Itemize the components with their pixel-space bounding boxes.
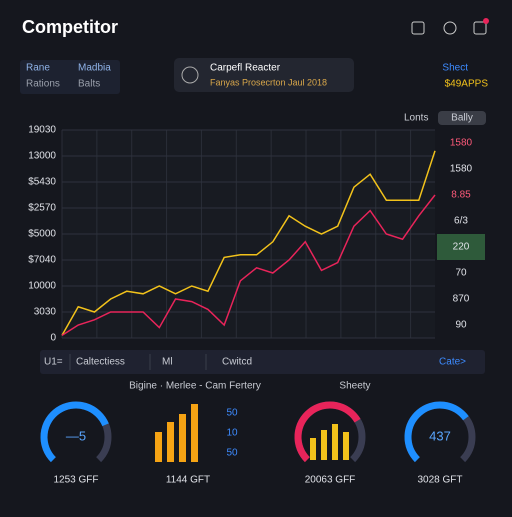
gauge-caption: 1253 GFF [53,475,98,486]
gauge-arc [404,401,469,463]
tabs [20,60,120,94]
side-label: 6/3 [454,216,468,227]
bar [332,424,338,460]
side-label: 1580 [450,164,473,175]
y-tick-label: $2570 [28,203,56,214]
tab[interactable]: Rations [26,79,60,90]
toggle-label: Lonts [404,113,428,124]
gauge-label: —5 [66,428,86,443]
y-tick-label: 19030 [28,125,56,136]
bar [155,432,162,462]
bar [343,432,349,460]
card-title: Carpefl Reacter [210,63,281,74]
tab[interactable]: Madbia [78,63,111,74]
y-tick-label: 3030 [34,307,57,318]
side-label: 8.85 [451,190,471,201]
toolbar-item[interactable]: U1= [44,357,63,368]
icon-bell[interactable] [473,21,487,35]
gauge-caption: 3028 GFT [417,475,462,486]
bar [310,438,316,460]
y-tick-label: $5430 [28,177,56,188]
toggle-option[interactable]: Bally [451,113,473,124]
gauge-arc [40,401,109,463]
badge [483,18,489,24]
bar [191,404,198,462]
tab[interactable]: Rane [26,63,50,74]
y-tick-label: 10000 [28,281,56,292]
gauge-arc [294,401,361,463]
bar [321,430,327,460]
bars-caption: 1144 GFT [166,475,210,486]
icon-user[interactable] [443,21,457,35]
bar [179,414,186,462]
level-label: 50 [226,448,238,459]
toolbar [40,350,485,374]
y-tick-label: $7040 [28,255,56,266]
side-label: 220 [453,242,470,253]
summary-label: Shect [442,63,468,74]
card[interactable] [174,58,354,92]
toolbar-item[interactable]: Ml [162,357,173,368]
side-label: 870 [453,294,470,305]
y-tick-label: 0 [50,333,56,344]
line-series [61,150,436,336]
toolbar-item[interactable]: Cwitcd [222,357,252,368]
toggle[interactable] [438,111,486,125]
level-label: 10 [226,428,238,439]
toolbar-item[interactable]: Cate> [439,357,466,368]
widgets-title: Bigine · Merlee - Cam Fertery [129,381,261,392]
side-label: 90 [455,320,467,331]
summary-value: $49APPS [445,79,489,90]
widgets-title-2: Sheety [339,381,370,392]
card-subtitle: Fanyas Prosecrton Jaul 2018 [210,77,327,87]
tab[interactable]: Balts [78,79,100,90]
side-label: 1580 [450,138,473,149]
gauge-caption: 20063 GFF [305,475,356,486]
bar [167,422,174,462]
app-title: Competitor [22,17,118,37]
toolbar-item[interactable]: Caltectiess [76,357,125,368]
side-label: 70 [455,268,467,279]
level-label: 50 [226,408,238,419]
card-icon [181,66,199,84]
gauge-label: 437 [429,428,451,443]
line-series [61,194,436,337]
highlight [437,234,485,260]
y-tick-label: 13000 [28,151,56,162]
icon-grid[interactable] [411,21,425,35]
y-tick-label: $5000 [28,229,56,240]
